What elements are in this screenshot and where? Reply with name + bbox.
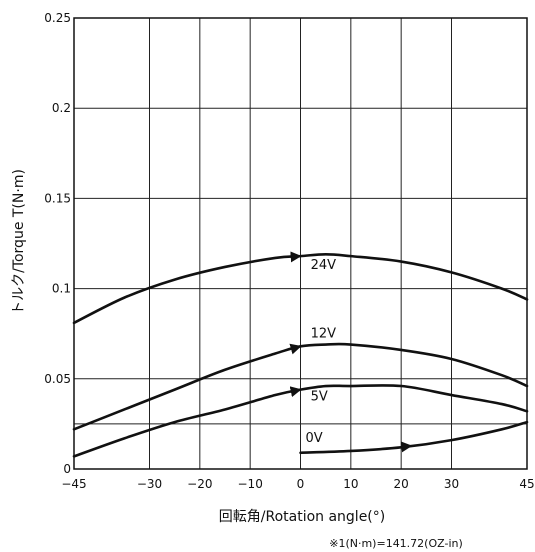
footnote: ※1(N·m)=141.72(OZ-in) (329, 537, 463, 550)
x-tick-label: 20 (394, 477, 409, 491)
x-tick-label: 10 (343, 477, 358, 491)
plot-border (73, 17, 528, 470)
series-labels: 24V 12V 5V 0V (306, 258, 337, 446)
x-tick-label: −30 (137, 477, 162, 491)
series-line-24v (72, 253, 529, 325)
series-line-5v (72, 384, 529, 458)
x-tick-label: 30 (444, 477, 459, 491)
x-axis-title: 回転角/Rotation angle(°) (219, 509, 385, 525)
series-lines (72, 253, 529, 458)
x-tick-label: 0 (297, 477, 305, 491)
series-line-12v (72, 342, 529, 431)
arrow-5v (285, 386, 302, 398)
y-tick-label: 0.15 (44, 191, 71, 205)
plot-frame (73, 17, 528, 470)
y-tick-label: 0.25 (44, 11, 71, 25)
x-tick-label: −20 (187, 477, 212, 491)
y-tick-label: 0.1 (52, 282, 71, 296)
series-label-12v: 12V (311, 326, 337, 341)
x-tick-label: 45 (519, 477, 534, 491)
x-tick-label: −45 (61, 477, 86, 491)
series-label-0v: 0V (306, 431, 323, 446)
y-tick-label: 0 (63, 462, 71, 476)
x-tick-label: −10 (238, 477, 263, 491)
y-tick-labels: 0 0.05 0.1 0.15 0.2 0.25 (44, 11, 71, 476)
series-label-5v: 5V (311, 389, 328, 404)
y-tick-label: 0.05 (44, 372, 71, 386)
series-label-24v: 24V (311, 258, 337, 273)
series-line-0v (299, 420, 529, 455)
x-tick-labels: −45 −30 −20 −10 0 10 20 30 45 (61, 477, 534, 491)
y-tick-label: 0.2 (52, 101, 71, 115)
y-axis-title: トルク/Torque T(N·m) (11, 169, 27, 315)
direction-arrows (285, 251, 413, 453)
arrow-24v (285, 251, 302, 263)
arrow-0v (386, 441, 413, 453)
arrow-12v (285, 343, 302, 355)
